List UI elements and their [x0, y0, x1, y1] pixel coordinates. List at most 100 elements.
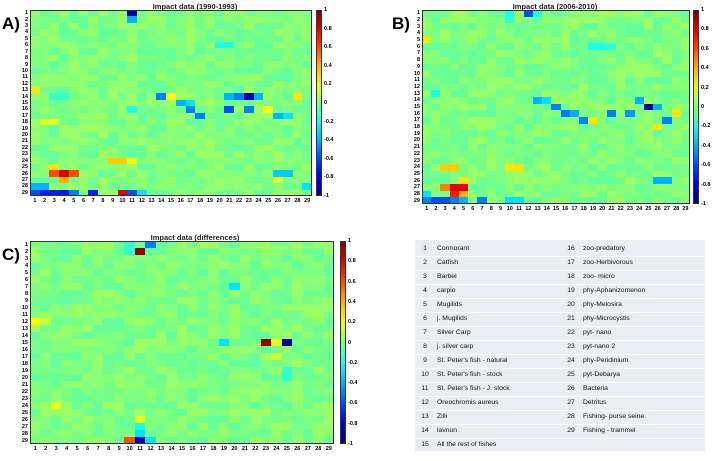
heatmap-cell [634, 110, 645, 118]
heatmap-cell [671, 70, 682, 78]
heatmap-cell [31, 170, 41, 178]
heatmap-cell [449, 197, 460, 203]
heatmap-cell [166, 16, 177, 24]
heatmap-cell [477, 163, 488, 172]
heatmap-cell [680, 30, 689, 38]
heatmap-cell [134, 297, 146, 305]
y-tick-label: 13 [21, 87, 28, 94]
heatmap-cell [243, 138, 255, 146]
heatmap-cell [292, 144, 303, 152]
heatmap-cell [532, 170, 543, 178]
heatmap-cell [218, 381, 230, 389]
heatmap-cell [625, 96, 636, 105]
heatmap-cell [136, 11, 148, 17]
heatmap-cell [40, 255, 52, 263]
heatmap-cell [671, 183, 682, 192]
heatmap-cell [239, 276, 251, 284]
heatmap-cell [273, 35, 284, 43]
heatmap-cell [560, 83, 571, 91]
heatmap-cell [195, 176, 206, 184]
heatmap-cell [458, 70, 469, 78]
heatmap-cell [88, 131, 99, 139]
heatmap-cell [156, 35, 167, 43]
heatmap-cell [514, 123, 525, 131]
heatmap-cell [156, 80, 167, 88]
heatmap-cell [92, 353, 104, 361]
heatmap-cell [208, 423, 220, 431]
heatmap-cell [588, 103, 599, 111]
heatmap-cell [486, 76, 497, 85]
heatmap-cell [505, 110, 515, 118]
heatmap-cell [214, 151, 226, 159]
heatmap-cell [40, 283, 52, 291]
heatmap-cell [113, 318, 125, 326]
heatmap-cell [680, 183, 689, 192]
heatmap-cell [218, 360, 230, 368]
heatmap-cell [560, 137, 571, 145]
heatmap-cell [146, 22, 157, 30]
heatmap-cell [458, 117, 469, 125]
heatmap-cell [263, 119, 274, 127]
heatmap-cell [313, 388, 325, 396]
heatmap-cell [92, 269, 104, 277]
heatmap-cell [59, 151, 70, 159]
heatmap-cell [243, 11, 255, 17]
heatmap-cell [532, 130, 543, 138]
heatmap-cell [187, 346, 199, 354]
heatmap-cell [243, 61, 255, 69]
y-tick-label: 25 [413, 170, 420, 177]
heatmap-cell [40, 262, 52, 270]
heatmap-cell [103, 346, 115, 354]
heatmap-cell [569, 43, 580, 51]
heatmap-cell [166, 42, 177, 50]
heatmap-cell [31, 416, 42, 424]
y-tick-label: 10 [21, 67, 28, 74]
heatmap-cell [208, 304, 220, 312]
heatmap-cell [560, 70, 571, 78]
heatmap-cell [292, 283, 304, 291]
heatmap-cell [281, 318, 293, 326]
heatmap-cell [146, 54, 157, 62]
heatmap-cell [124, 318, 136, 326]
heatmap-cell [253, 99, 264, 107]
heatmap-cell [92, 416, 104, 424]
heatmap-cell [458, 110, 469, 118]
heatmap-cell [146, 170, 157, 178]
heatmap-cell [243, 189, 255, 195]
heatmap-cell [523, 190, 534, 198]
heatmap-cell [569, 63, 580, 71]
heatmap-cell [117, 125, 128, 133]
heatmap-cell [263, 176, 274, 184]
heatmap-cell [197, 255, 209, 263]
heatmap-cell [579, 170, 589, 178]
heatmap-cell [423, 76, 432, 85]
heatmap-cell [39, 112, 51, 120]
heatmap-cell [214, 35, 226, 43]
heatmap-cell [197, 416, 209, 424]
heatmap-cell [440, 130, 451, 138]
heatmap-cell [273, 54, 284, 62]
heatmap-cell [662, 170, 673, 178]
heatmap-cell [634, 30, 645, 38]
heatmap-cell [477, 117, 488, 125]
heatmap-cell [136, 163, 148, 171]
heatmap-cell [260, 374, 272, 382]
heatmap-cell [103, 339, 115, 347]
heatmap-cell [542, 30, 552, 38]
heatmap-cell [302, 297, 314, 305]
heatmap-cell [103, 409, 115, 417]
heatmap-cell [88, 80, 99, 88]
heatmap-cell [175, 183, 187, 191]
heatmap-cell [146, 29, 157, 37]
heatmap-cell [449, 103, 460, 111]
heatmap-cell [187, 416, 199, 424]
heatmap-cell [208, 325, 220, 333]
heatmap-cell [680, 103, 689, 111]
heatmap-cell [136, 93, 148, 101]
heatmap-cell [514, 30, 525, 38]
heatmap-cell [49, 93, 60, 101]
x-tick-label: 24 [636, 206, 643, 212]
heatmap-cell [98, 16, 109, 24]
heatmap-cell [634, 50, 645, 58]
heatmap-cell [579, 70, 589, 78]
